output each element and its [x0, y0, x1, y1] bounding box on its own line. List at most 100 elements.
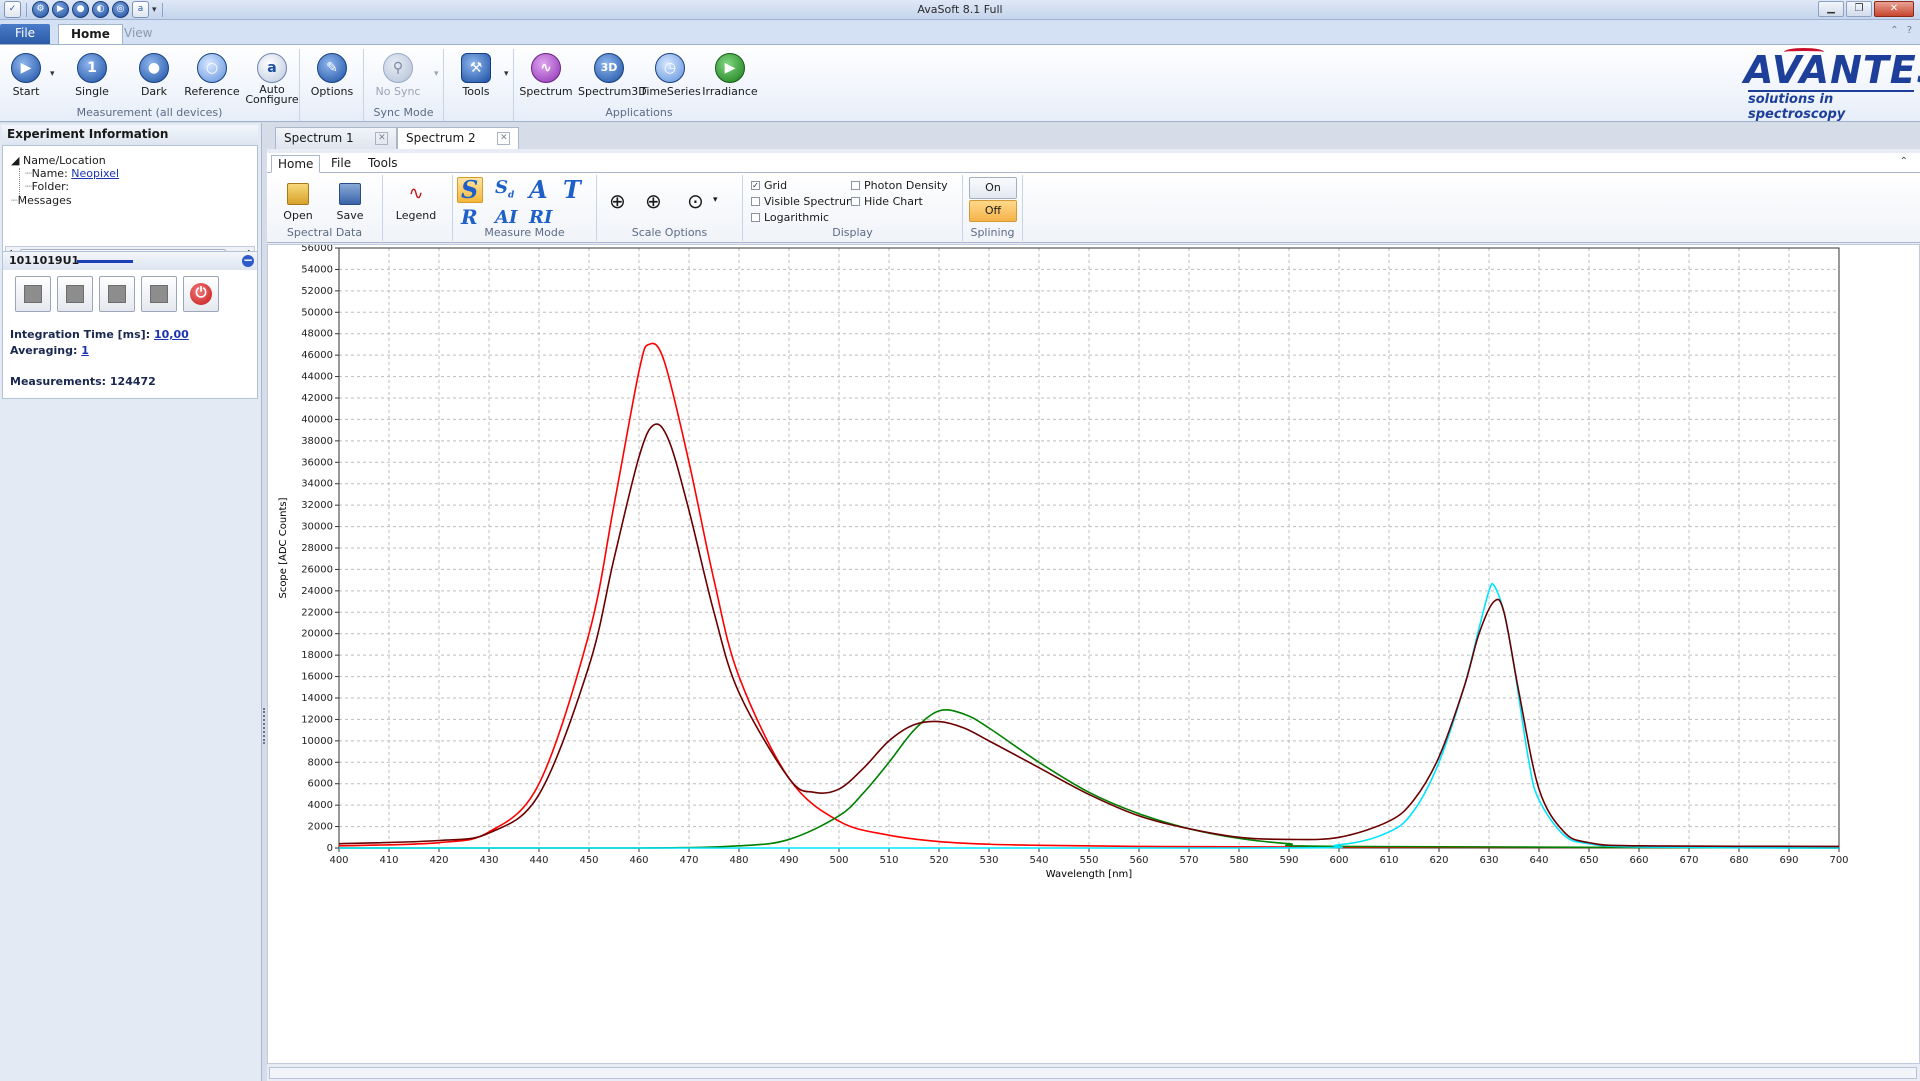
qat-autoconfig-icon[interactable]: a	[132, 1, 149, 18]
doc-tab-spectrum-1[interactable]: Spectrum 1 ✕	[275, 127, 398, 149]
device-power-button[interactable]: ⏻	[183, 276, 219, 312]
qat-start-icon[interactable]: ▶	[52, 1, 69, 18]
collapse-icon[interactable]: −	[242, 253, 254, 267]
zoom-in-icon[interactable]: ⊕	[645, 189, 662, 213]
sync-group-label: Sync Mode	[373, 106, 434, 119]
device-channel-button-2[interactable]	[57, 276, 93, 312]
tools-toolbox-icon: ⚒	[461, 53, 491, 83]
averaging-link[interactable]: 1	[81, 344, 89, 357]
tree-expand-icon[interactable]: ◢	[11, 154, 20, 167]
zoom-dropdown-icon[interactable]: ▾	[713, 195, 718, 205]
spectrum3d-button[interactable]: 3D Spectrum3D	[578, 53, 647, 98]
power-icon: ⏻	[190, 283, 212, 305]
tab-file[interactable]: File	[0, 24, 50, 44]
options-group: ✎ Options	[300, 49, 364, 121]
autoscale-y-icon[interactable]: ⊕	[609, 189, 626, 213]
zoom-icon[interactable]: ⊙	[687, 189, 704, 213]
single-button[interactable]: 1 Single	[62, 53, 122, 98]
app-icon[interactable]: ✓	[4, 1, 21, 18]
spectrum-ribbon: Open Save Spectral Data ∿ Legend S Sd A …	[267, 173, 1920, 243]
tab-view[interactable]: View	[124, 26, 153, 40]
tools-button[interactable]: ⚒ Tools	[446, 53, 506, 98]
visible-spectrum-label: Visible Spectrum	[764, 195, 857, 208]
minimize-icon[interactable]: ▁	[1818, 1, 1844, 17]
subtab-tools[interactable]: Tools	[368, 156, 398, 170]
ribbon-controls: ⌃ ?	[1890, 25, 1912, 36]
y-tick-label: 52000	[301, 286, 333, 297]
x-tick-label: 570	[1179, 855, 1198, 866]
maximize-icon[interactable]: ❐	[1846, 1, 1872, 17]
qat-options-icon[interactable]: ⚙	[32, 1, 49, 18]
reference-button[interactable]: ○ Reference	[182, 53, 242, 98]
qat-customize-icon[interactable]: ▾	[152, 4, 157, 15]
ribbon-minimize-icon[interactable]: ⌃	[1890, 25, 1899, 36]
document-tabs: Spectrum 1 ✕ Spectrum 2 ✕	[267, 123, 1920, 149]
absolute-irradiance-mode-icon[interactable]: AI	[495, 207, 518, 228]
spectrum-chart[interactable]: 0 2000 4000 6000 8000 10000 12000 14000 16000 180…	[267, 243, 1920, 1064]
scope-dark-mode-icon[interactable]: Sd	[495, 177, 515, 201]
device-channel-button-4[interactable]	[141, 276, 177, 312]
device-channel-button-3[interactable]	[99, 276, 135, 312]
x-tick-label: 480	[729, 855, 748, 866]
legend-button[interactable]: ∿ Legend	[393, 179, 439, 222]
no-sync-button[interactable]: ⚲ No Sync	[368, 53, 428, 98]
reflectance-mode-icon[interactable]: R	[461, 205, 478, 229]
experiment-name-link[interactable]: Neopixel	[71, 167, 120, 180]
sync-dropdown-icon[interactable]: ▾	[434, 69, 439, 79]
chart-grid	[338, 247, 1840, 849]
qat-dark-icon[interactable]: ◐	[92, 1, 109, 18]
close-tab-icon[interactable]: ✕	[375, 132, 389, 145]
help-icon[interactable]: ?	[1906, 25, 1912, 36]
start-dropdown-icon[interactable]: ▾	[50, 69, 55, 79]
tree-name-location[interactable]: Name/Location	[23, 154, 106, 167]
photon-density-checkbox[interactable]: Photon Density	[851, 179, 948, 192]
relative-irradiance-mode-icon[interactable]: RI	[529, 207, 553, 228]
tab-home[interactable]: Home	[58, 24, 123, 44]
subtab-home[interactable]: Home	[271, 155, 321, 173]
spectrum-button[interactable]: ∿ Spectrum	[516, 53, 576, 98]
qat-single-icon[interactable]: ●	[72, 1, 89, 18]
collapse-ribbon-icon[interactable]: ⌃	[1899, 156, 1908, 167]
save-label: Save	[336, 209, 364, 222]
quick-access-toolbar: ✓ ⚙ ▶ ● ◐ ◎ a ▾	[4, 1, 165, 18]
save-button[interactable]: Save	[327, 179, 373, 222]
splining-on-button[interactable]: On	[969, 177, 1017, 199]
logarithmic-checkbox[interactable]: Logarithmic	[751, 211, 829, 224]
chart-svg[interactable]: 0 2000 4000 6000 8000 10000 12000 14000 16000 180…	[268, 243, 1919, 1063]
auto-configure-button[interactable]: a Auto Configure	[242, 53, 302, 105]
legend-label: Legend	[395, 209, 437, 222]
legend-icon: ∿	[408, 183, 424, 204]
options-button[interactable]: ✎ Options	[302, 53, 362, 98]
qat-reference-icon[interactable]: ◎	[112, 1, 129, 18]
close-icon[interactable]: ✕	[1874, 1, 1914, 17]
start-button[interactable]: ▶ Start	[0, 53, 56, 98]
subtab-file[interactable]: File	[331, 156, 352, 170]
integration-time-link[interactable]: 10,00	[153, 328, 189, 341]
y-tick-label: 6000	[308, 779, 333, 790]
transmittance-mode-icon[interactable]: T	[563, 175, 581, 204]
open-button[interactable]: Open	[275, 179, 321, 222]
hide-chart-checkbox[interactable]: Hide Chart	[851, 195, 923, 208]
timeseries-clock-icon: ◷	[655, 53, 685, 83]
photon-density-label: Photon Density	[864, 179, 948, 192]
splining-off-button[interactable]: Off	[969, 200, 1017, 222]
x-tick-label: 600	[1329, 855, 1348, 866]
device-channel-button-1[interactable]	[15, 276, 51, 312]
dark-button[interactable]: ● Dark	[124, 53, 184, 98]
panel-splitter[interactable]	[262, 123, 267, 1081]
x-tick-label: 590	[1279, 855, 1298, 866]
absorbance-mode-icon[interactable]: A	[529, 175, 548, 204]
visible-spectrum-checkbox[interactable]: Visible Spectrum	[751, 195, 857, 208]
scale-group-label: Scale Options	[631, 226, 708, 239]
doc-tab-spectrum-2[interactable]: Spectrum 2 ✕	[397, 127, 520, 149]
timeseries-button[interactable]: ◷ TimeSeries	[640, 53, 701, 98]
grid-checkbox[interactable]: ✓ Grid	[751, 179, 787, 192]
tools-dropdown-icon[interactable]: ▾	[504, 69, 509, 79]
irradiance-button[interactable]: ▶ Irradiance	[700, 53, 760, 98]
y-tick-label: 0	[327, 843, 333, 854]
scope-mode-icon[interactable]: S	[461, 175, 479, 204]
auto-configure-icon: a	[257, 53, 287, 83]
close-tab-icon[interactable]: ✕	[497, 132, 511, 145]
tree-messages[interactable]: ┈Messages	[11, 194, 72, 207]
tools-label: Tools	[462, 85, 490, 98]
